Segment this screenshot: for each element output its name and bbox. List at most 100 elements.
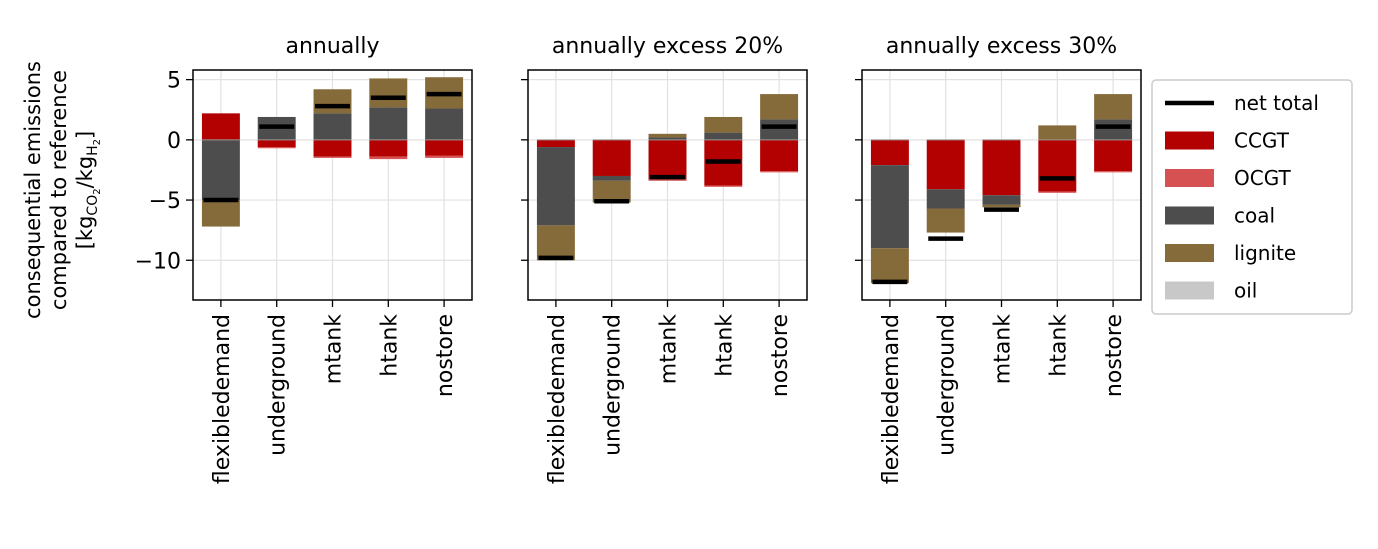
bar-coal-underground [592, 175, 631, 181]
y-tick-label: −10 [135, 249, 181, 274]
bar-ccgt-underground [257, 139, 296, 148]
legend-label: net total [1234, 91, 1319, 115]
x-tick-label-nostore: nostore [433, 314, 458, 397]
unit-sub-co-2: 2 [92, 188, 103, 194]
bar-ccgt-underground [592, 139, 631, 176]
y-axis-label: consequential emissions compared to refe… [21, 61, 103, 319]
x-tick-label-nostore: nostore [1102, 314, 1127, 397]
bar-lignite-nostore [760, 94, 799, 120]
x-tick-label-mtank: mtank [322, 314, 347, 384]
x-tick-label-flexibledemand: flexibledemand [545, 314, 570, 484]
bar-lignite-flexibledemand [536, 225, 575, 261]
x-tick-label-htank: htank [377, 314, 402, 377]
x-tick-label-mtank: mtank [657, 314, 682, 384]
legend-item-net: net total [1165, 91, 1319, 115]
unit-sub-co: CO [85, 195, 101, 216]
panel-2: annually excess 20% flexibledemand undergr… [521, 34, 808, 484]
panel-title: annually [285, 34, 379, 59]
x-tick-label-htank: htank [1046, 314, 1071, 377]
panel-3: annually excess 30% flexibledemand undergr… [855, 34, 1142, 484]
bar-ocgt-nostore [1094, 171, 1133, 173]
bar-lignite-htank [369, 78, 408, 108]
bar-coal-mtank [648, 137, 687, 140]
legend: net total CCGT OCGT coal lignite oil [1151, 79, 1353, 315]
legend-item-coal: coal [1165, 204, 1275, 228]
bar-ccgt-flexibledemand [536, 139, 575, 148]
panel-1: annually 5 0 −5 −10 flexibledemand underground… [135, 34, 473, 484]
x-tick-label-flexibledemand: flexibledemand [879, 314, 904, 484]
bar-ccgt-mtank [648, 139, 687, 180]
bar-lignite-flexibledemand [870, 248, 909, 284]
x-tick-label-underground: underground [935, 314, 960, 456]
bar-lignite-underground [926, 208, 965, 233]
bar-ccgt-htank [1038, 139, 1077, 192]
bar-ccgt-nostore [1094, 139, 1133, 172]
panel-title: annually excess 30% [886, 34, 1117, 59]
legend-swatch [1165, 244, 1214, 262]
bar-coal-underground [926, 189, 965, 209]
bar-ocgt-htank [1038, 191, 1077, 193]
bar-lignite-mtank [648, 133, 687, 138]
bar-lignite-htank [1038, 125, 1077, 140]
legend-label: CCGT [1234, 129, 1290, 153]
bar-ccgt-flexibledemand [201, 113, 240, 140]
legend-swatch [1165, 281, 1214, 300]
legend-swatch [1165, 206, 1214, 225]
unit-mid: /kg [73, 156, 97, 189]
legend-swatch [1165, 169, 1214, 187]
bar-lignite-nostore [1094, 94, 1133, 120]
x-tick-label-mtank: mtank [991, 314, 1016, 384]
legend-item-ocgt: OCGT [1165, 166, 1291, 190]
bar-lignite-underground [592, 180, 631, 203]
y-axis-label-line-1: consequential emissions [21, 61, 45, 319]
legend-item-oil: oil [1165, 279, 1257, 303]
bar-ocgt-mtank [313, 156, 352, 158]
bar-ocgt-nostore [425, 155, 464, 158]
bar-ccgt-underground [926, 139, 965, 190]
bar-ccgt-mtank [313, 139, 352, 157]
unit-sub-h-2: 2 [92, 139, 103, 145]
x-tick-label-flexibledemand: flexibledemand [210, 314, 235, 484]
y-tick-label: 0 [167, 129, 181, 154]
legend-item-lignite: lignite [1165, 241, 1296, 265]
y-axis-label-unit: [kgCO2/kgH2] [73, 131, 103, 250]
bar-coal-flexibledemand [870, 165, 909, 249]
bar-ccgt-mtank [982, 139, 1021, 196]
bar-ocgt-mtank [648, 179, 687, 181]
bar-coal-mtank [313, 113, 352, 140]
y-axis-label-line-2: compared to reference [47, 70, 71, 310]
bar-ocgt-htank [369, 156, 408, 160]
bar-coal-htank [369, 107, 408, 140]
bar-ocgt-underground [257, 147, 296, 149]
legend-swatch [1165, 131, 1214, 150]
x-tick-label-htank: htank [712, 314, 737, 377]
bar-coal-flexibledemand [536, 147, 575, 226]
bar-ccgt-nostore [425, 139, 464, 156]
unit-close: ] [73, 131, 97, 139]
unit-open: [kg [73, 216, 97, 250]
bar-coal-nostore [425, 108, 464, 140]
legend-label: coal [1234, 204, 1275, 228]
bar-lignite-mtank [982, 204, 1021, 208]
bar-lignite-htank [704, 116, 743, 133]
y-tick-label: −5 [149, 189, 181, 214]
legend-label: lignite [1234, 241, 1296, 265]
legend-label: oil [1234, 279, 1257, 303]
bar-coal-flexibledemand [201, 139, 240, 201]
bar-coal-nostore [1094, 119, 1133, 140]
legend-label: OCGT [1234, 166, 1291, 190]
bar-ocgt-htank [704, 185, 743, 187]
bar-coal-nostore [760, 119, 799, 140]
x-tick-label-nostore: nostore [768, 314, 793, 397]
bar-coal-htank [704, 132, 743, 140]
bar-ccgt-nostore [760, 139, 799, 172]
y-tick-label: 5 [167, 69, 181, 94]
bar-ocgt-nostore [760, 171, 799, 173]
unit-sub-h: H [85, 145, 101, 156]
x-tick-label-underground: underground [601, 314, 626, 456]
bar-ccgt-htank [369, 139, 408, 157]
bar-ccgt-flexibledemand [870, 139, 909, 166]
bar-lignite-mtank [313, 89, 352, 114]
bar-coal-mtank [982, 195, 1021, 205]
